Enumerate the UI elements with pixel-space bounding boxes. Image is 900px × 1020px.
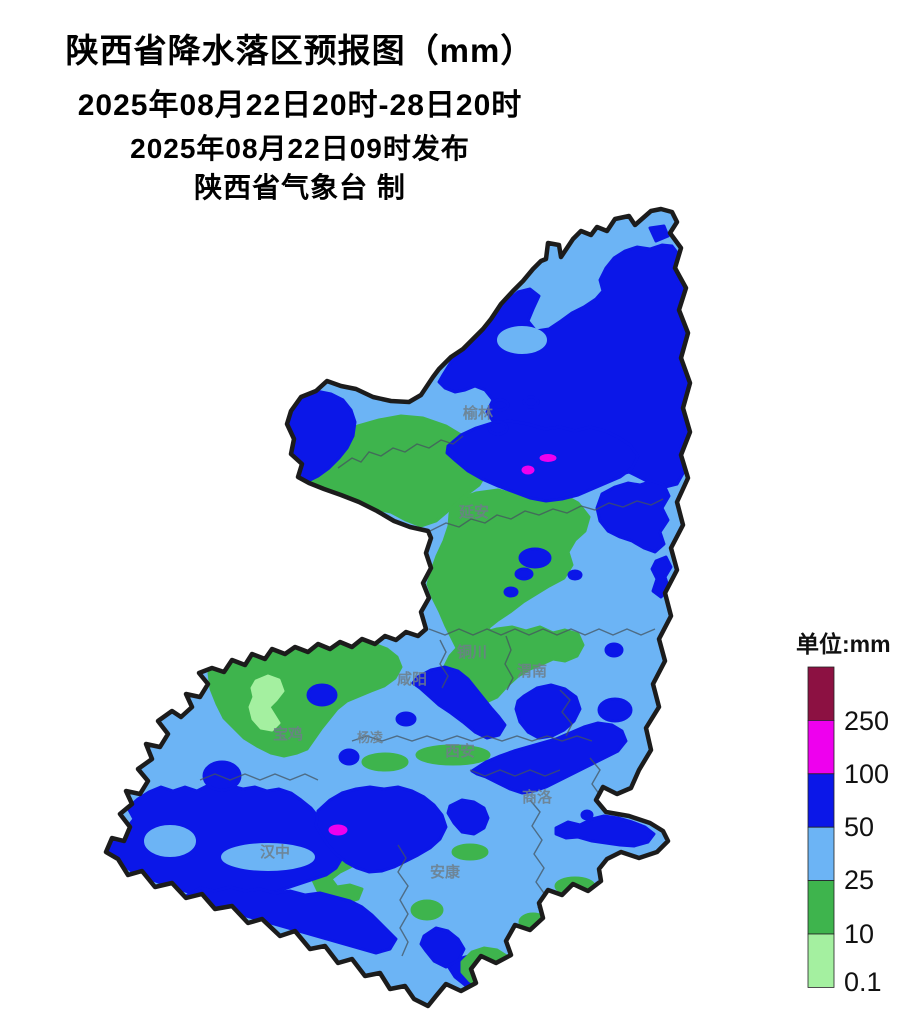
legend-swatch-0.1 [807, 933, 835, 988]
city-labels: 榆林 延安 铜川 渭南 咸阳 宝鸡 杨凌 西安 商洛 汉中 安康 [260, 404, 553, 881]
lightblue-holes [144, 326, 547, 871]
district-line [351, 735, 593, 742]
precip-100-250-spots [328, 454, 557, 836]
legend-labels: 250 100 50 25 10 0.1 [844, 706, 889, 997]
blue-blob-hanzhong-ne [314, 785, 448, 874]
district-line [529, 799, 547, 909]
blue-dot-guanzhong-1 [306, 683, 338, 707]
district-line [589, 757, 603, 799]
legend-label-25: 25 [844, 865, 874, 895]
blue-dot-mid-1 [518, 547, 552, 569]
blue-dot-east-1 [604, 642, 624, 658]
green-lens-west [361, 752, 409, 772]
district-line [504, 635, 514, 691]
legend-label-10: 10 [844, 919, 874, 949]
forecast-period: 2025年08月22日20时-28日20时 [77, 89, 523, 122]
hole-hanzhong-channel [221, 843, 315, 871]
city-label-shangluo: 商洛 [522, 788, 553, 806]
precip-50-100-regions [108, 224, 690, 993]
issue-time: 2025年08月22日09时发布 [130, 133, 470, 164]
district-line [559, 689, 573, 737]
blue-dot-ne-tip [648, 224, 670, 243]
lightgreen-region-baoji [248, 674, 285, 732]
legend-swatch-100 [807, 720, 835, 775]
magenta-spot-north-2 [521, 465, 535, 475]
district-line [429, 498, 664, 532]
city-label-weinan: 渭南 [517, 662, 547, 680]
legend-unit-label: 单位:mm [796, 631, 891, 657]
legend: 单位:mm 250 100 50 25 10 0.1 [796, 631, 891, 997]
issuer: 陕西省气象台 制 [194, 172, 406, 203]
city-label-xianyang: 咸阳 [397, 670, 427, 688]
magenta-spot-north-1 [539, 454, 557, 462]
blue-band-hanzhong-south [184, 885, 398, 955]
blue-dot-guanzhong-2 [395, 711, 417, 727]
legend-swatches [807, 666, 835, 988]
city-label-tongchuan: 铜川 [457, 643, 487, 661]
blue-dot-yulin-2 [522, 395, 540, 409]
green-lens-xian [415, 744, 491, 766]
blue-dot-mid-3 [503, 586, 519, 598]
hole-hanzhong-1 [144, 825, 196, 857]
blue-dot-yulin-1 [490, 398, 510, 412]
blue-hook-zhashui [446, 798, 490, 836]
district-line [397, 844, 409, 957]
blue-dot-east-2 [580, 809, 594, 821]
province-border [103, 206, 693, 1009]
blue-dot-guanzhong-3 [338, 748, 360, 766]
legend-label-100: 100 [844, 759, 889, 789]
city-label-xian: 西安 [445, 742, 475, 760]
city-label-hanzhong: 汉中 [260, 843, 290, 861]
city-label-yanan: 延安 [458, 503, 489, 521]
precip-0.1-10-region [248, 674, 285, 732]
blue-band-xian-se [470, 721, 628, 795]
legend-label-250: 250 [844, 706, 889, 736]
green-dot-ankang-1 [451, 843, 489, 861]
district-line [199, 773, 319, 781]
legend-swatch-25 [807, 826, 835, 882]
legend-swatch-250 [807, 666, 835, 721]
blue-strip-east-yanan [595, 479, 671, 554]
district-boundaries [199, 435, 664, 957]
page-title: 陕西省降水落区预报图（mm） [65, 32, 535, 69]
blue-blob-weinan [514, 683, 582, 740]
city-label-yulin: 榆林 [463, 404, 494, 422]
legend-label-50: 50 [844, 812, 874, 842]
district-line [439, 639, 449, 689]
city-label-baoji: 宝鸡 [273, 725, 303, 743]
district-line [428, 628, 656, 636]
hole-north-band [497, 326, 547, 354]
blue-blob-shangluo [554, 814, 656, 848]
blue-dot-mid-2 [514, 567, 534, 581]
district-line [469, 769, 561, 777]
blue-dot-mid-4 [567, 569, 583, 581]
city-label-yangling: 杨凌 [357, 730, 384, 745]
city-label-ankang: 安康 [430, 863, 461, 881]
blue-blob-weinan-east [597, 697, 633, 723]
blue-dot-yulin-3 [487, 420, 509, 436]
legend-swatch-10 [807, 880, 835, 935]
magenta-spot-hanzhong [328, 824, 348, 836]
green-dot-ankang-4 [410, 899, 444, 921]
district-line [337, 435, 464, 469]
legend-swatch-50 [807, 773, 835, 828]
legend-label-0.1: 0.1 [844, 967, 882, 997]
blue-blob-xianyang [411, 665, 507, 740]
